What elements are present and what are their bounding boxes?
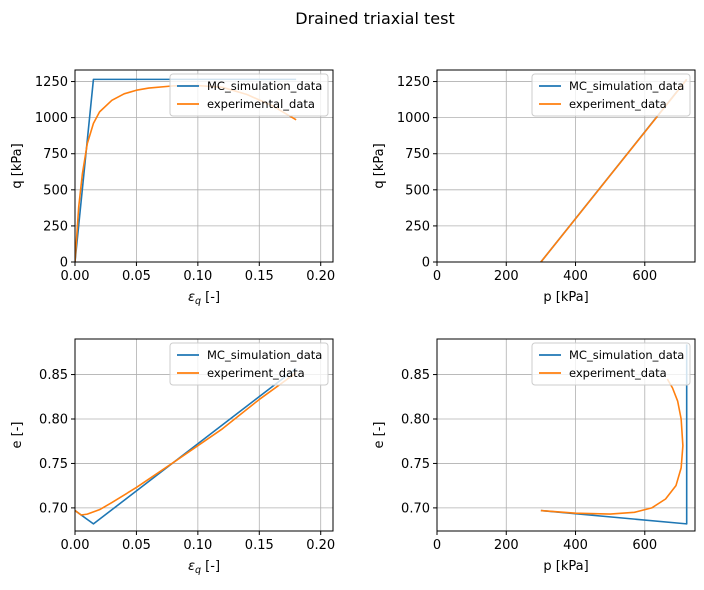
y-tick-label: 0.70 [401, 501, 430, 516]
y-tick-label: 0 [60, 256, 68, 271]
legend: MC_simulation_data experiment_data [531, 73, 691, 117]
legend-entry: MC_simulation_data [207, 348, 322, 362]
x-tick-label: 0.10 [183, 538, 212, 553]
x-tick-label: 600 [632, 269, 657, 284]
series-line-2 [75, 372, 297, 516]
x-tick-label: 600 [632, 538, 657, 553]
y-tick-label: 0.80 [401, 413, 430, 428]
y-tick-label: 0.85 [401, 368, 430, 383]
x-axis-label: εq [-] [188, 290, 220, 307]
series-line-1 [75, 367, 297, 525]
x-axis-label: p [kPa] [543, 290, 588, 305]
subplot-1: 0.00 0.05 0.10 0.15 0.20 0 250 500 750 1000 1250 εq… [10, 69, 335, 307]
legend-entry: MC_simulation_data [569, 79, 684, 93]
subplot-2: 0 200 400 600 0 250 500 750 1000 1250 p [kPa] q [kP… [372, 69, 696, 305]
legend-entry: experiment_data [569, 97, 667, 111]
legend: MC_simulation_data experiment_data [169, 342, 329, 386]
y-tick-label: 500 [43, 183, 68, 198]
x-tick-label: 0.15 [245, 269, 274, 284]
legend-entry: MC_simulation_data [569, 348, 684, 362]
x-tick-label: 0.00 [61, 269, 90, 284]
x-tick-label: 0.20 [306, 538, 335, 553]
x-tick-label: 0.10 [183, 269, 212, 284]
y-tick-label: 750 [405, 147, 430, 162]
y-tick-label: 1000 [35, 111, 68, 126]
x-tick-label: 0.05 [122, 269, 151, 284]
y-tick-label: 750 [43, 147, 68, 162]
y-tick-label: 0.70 [39, 501, 68, 516]
axes-frame [74, 69, 334, 263]
y-tick-label: 500 [405, 183, 430, 198]
x-tick-label: 0.00 [61, 538, 90, 553]
legend-box [169, 73, 329, 117]
axes-frame [436, 338, 696, 532]
legend-box [531, 342, 691, 386]
x-tick-label: 0 [433, 538, 441, 553]
x-axis-label: εq [-] [188, 559, 220, 576]
x-tick-label: 0 [433, 269, 441, 284]
y-tick-label: 1000 [397, 111, 430, 126]
x-axis-label: p [kPa] [543, 559, 588, 574]
legend-box [169, 342, 329, 386]
legend-entry: experiment_data [207, 366, 305, 380]
y-tick-label: 0.80 [39, 413, 68, 428]
x-tick-label: 0.15 [245, 538, 274, 553]
subplot-4: 0 200 400 600 0.70 0.75 0.80 0.85 p [kPa] e [-] MC… [372, 338, 696, 574]
x-tick-label: 200 [494, 538, 519, 553]
y-tick-label: 0.75 [401, 457, 430, 472]
y-tick-label: 0 [422, 256, 430, 271]
legend: MC_simulation_data experiment_data [531, 342, 691, 386]
legend-box [531, 73, 691, 117]
legend-entry: experiment_data [569, 366, 667, 380]
y-tick-label: 250 [405, 219, 430, 234]
legend: MC_simulation_data experimental_data [169, 73, 329, 117]
y-axis-label: q [kPa] [372, 143, 387, 188]
legend-entry: MC_simulation_data [207, 79, 322, 93]
axes-frame [74, 338, 334, 532]
x-tick-label: 0.20 [306, 269, 335, 284]
x-tick-label: 0.05 [122, 538, 151, 553]
y-tick-label: 0.85 [39, 368, 68, 383]
subplot-3: 0.00 0.05 0.10 0.15 0.20 0.70 0.75 0.80 0.85 εq [… [10, 338, 335, 576]
y-tick-label: 0.75 [39, 457, 68, 472]
series-line-2 [540, 378, 684, 515]
y-tick-label: 1250 [35, 75, 68, 90]
y-tick-label: 1250 [397, 75, 430, 90]
y-axis-label: q [kPa] [10, 143, 25, 188]
y-axis-label: e [-] [10, 422, 25, 449]
y-axis-label: e [-] [372, 422, 387, 449]
axes-frame [436, 69, 696, 263]
x-tick-label: 400 [563, 538, 588, 553]
x-tick-label: 400 [563, 269, 588, 284]
y-tick-label: 250 [43, 219, 68, 234]
x-tick-label: 200 [494, 269, 519, 284]
series-line-1 [540, 344, 688, 525]
legend-entry: experimental_data [207, 97, 315, 111]
figure-title: Drained triaxial test [295, 9, 454, 28]
